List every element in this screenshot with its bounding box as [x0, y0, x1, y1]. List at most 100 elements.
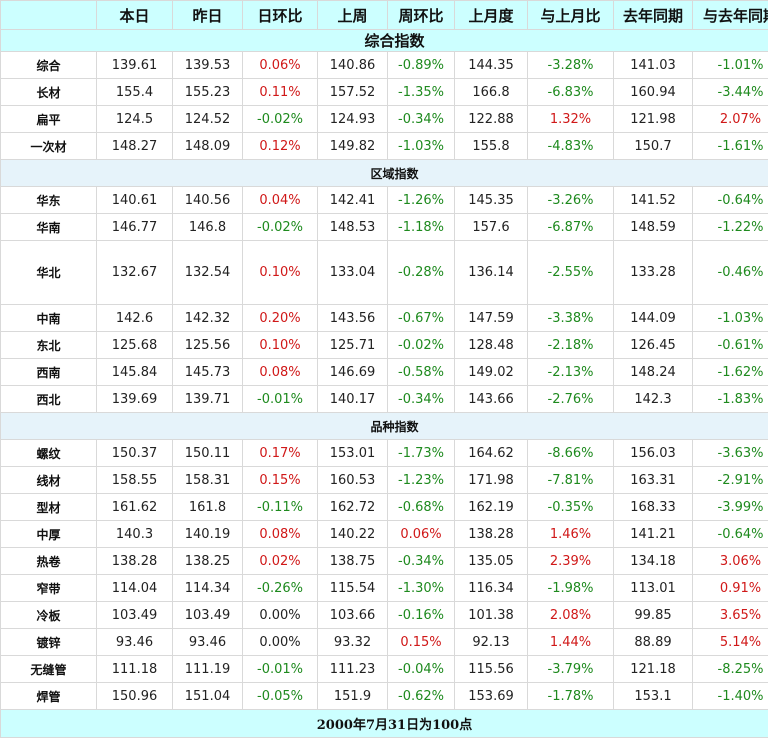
cell-today: 124.5 — [96, 105, 173, 133]
cell-year-change: 3.65% — [692, 601, 768, 629]
cell-day-change: 0.17% — [242, 439, 318, 467]
cell-last-month: 115.56 — [454, 655, 528, 683]
cell-last-year: 160.94 — [613, 78, 693, 106]
cell-week-change: -1.18% — [387, 213, 455, 241]
cell-week-change: -0.58% — [387, 358, 455, 386]
table-row: 中厚 140.3 140.19 0.08% 140.22 0.06% 138.28 1.46%… — [0, 520, 768, 548]
cell-yesterday: 93.46 — [172, 628, 243, 656]
cell-name: 华南 — [0, 213, 97, 241]
cell-name: 扁平 — [0, 105, 97, 133]
cell-yesterday: 155.23 — [172, 78, 243, 106]
cell-last-year: 156.03 — [613, 439, 693, 467]
cell-last-week: 143.56 — [317, 304, 388, 332]
column-header-month-change: 与上月比 — [527, 0, 614, 30]
cell-yesterday: 114.34 — [172, 574, 243, 602]
cell-year-change: -0.61% — [692, 331, 768, 359]
cell-last-week: 153.01 — [317, 439, 388, 467]
cell-month-change: -2.55% — [527, 240, 614, 305]
cell-day-change: 0.11% — [242, 78, 318, 106]
cell-week-change: 0.15% — [387, 628, 455, 656]
section-title-row: 品种指数 — [0, 412, 768, 440]
cell-month-change: 2.08% — [527, 601, 614, 629]
cell-day-change: -0.02% — [242, 213, 318, 241]
cell-yesterday: 140.56 — [172, 186, 243, 214]
cell-week-change: -0.34% — [387, 547, 455, 575]
cell-today: 142.6 — [96, 304, 173, 332]
cell-year-change: -1.22% — [692, 213, 768, 241]
cell-year-change: -1.40% — [692, 682, 768, 710]
table-row: 长材 155.4 155.23 0.11% 157.52 -1.35% 166.8 -6.83… — [0, 78, 768, 106]
cell-last-month: 122.88 — [454, 105, 528, 133]
cell-week-change: -0.02% — [387, 331, 455, 359]
cell-week-change: -0.62% — [387, 682, 455, 710]
cell-year-change: 0.91% — [692, 574, 768, 602]
section-title-row: 区域指数 — [0, 159, 768, 187]
cell-last-week: 140.17 — [317, 385, 388, 413]
cell-today: 146.77 — [96, 213, 173, 241]
cell-week-change: -0.28% — [387, 240, 455, 305]
table-row: 热卷 138.28 138.25 0.02% 138.75 -0.34% 135.05 2.3… — [0, 547, 768, 575]
cell-last-month: 145.35 — [454, 186, 528, 214]
cell-last-year: 148.24 — [613, 358, 693, 386]
column-header-week-change: 周环比 — [387, 0, 455, 30]
cell-last-year: 153.1 — [613, 682, 693, 710]
cell-last-year: 144.09 — [613, 304, 693, 332]
cell-week-change: -1.73% — [387, 439, 455, 467]
cell-last-year: 113.01 — [613, 574, 693, 602]
cell-day-change: 0.15% — [242, 466, 318, 494]
column-header-year-change: 与去年同期 — [692, 0, 768, 30]
cell-today: 103.49 — [96, 601, 173, 629]
table-row: 窄带 114.04 114.34 -0.26% 115.54 -1.30% 116.34 -1… — [0, 574, 768, 602]
cell-today: 150.37 — [96, 439, 173, 467]
cell-last-month: 135.05 — [454, 547, 528, 575]
cell-month-change: -4.83% — [527, 132, 614, 160]
cell-day-change: -0.01% — [242, 655, 318, 683]
cell-month-change: 1.32% — [527, 105, 614, 133]
cell-name: 热卷 — [0, 547, 97, 575]
cell-year-change: 2.07% — [692, 105, 768, 133]
table-row: 华北 132.67 132.54 0.10% 133.04 -0.28% 136.14 -2.… — [0, 240, 768, 305]
cell-week-change: -0.34% — [387, 385, 455, 413]
cell-last-year: 133.28 — [613, 240, 693, 305]
cell-week-change: 0.06% — [387, 520, 455, 548]
footer-note: 2000年7月31日为100点 — [0, 709, 768, 738]
table-row: 无缝管 111.18 111.19 -0.01% 111.23 -0.04% 115.56-… — [0, 655, 768, 683]
section-title-row: 综合指数 — [0, 29, 768, 52]
cell-yesterday: 146.8 — [172, 213, 243, 241]
table-row: 综合 139.61 139.53 0.06% 140.86 -0.89% 144.35 -3.… — [0, 51, 768, 79]
cell-year-change: -0.64% — [692, 186, 768, 214]
column-header-day-change: 日环比 — [242, 0, 318, 30]
cell-month-change: 1.44% — [527, 628, 614, 656]
cell-year-change: -3.63% — [692, 439, 768, 467]
cell-yesterday: 138.25 — [172, 547, 243, 575]
cell-last-year: 150.7 — [613, 132, 693, 160]
cell-week-change: -1.26% — [387, 186, 455, 214]
cell-last-week: 133.04 — [317, 240, 388, 305]
cell-day-change: 0.10% — [242, 331, 318, 359]
cell-last-month: 155.8 — [454, 132, 528, 160]
cell-name: 华东 — [0, 186, 97, 214]
cell-today: 138.28 — [96, 547, 173, 575]
section-title: 区域指数 — [0, 159, 768, 187]
cell-month-change: -8.66% — [527, 439, 614, 467]
cell-last-week: 148.53 — [317, 213, 388, 241]
cell-last-month: 164.62 — [454, 439, 528, 467]
cell-yesterday: 132.54 — [172, 240, 243, 305]
cell-month-change: 2.39% — [527, 547, 614, 575]
cell-month-change: -3.28% — [527, 51, 614, 79]
cell-name: 窄带 — [0, 574, 97, 602]
cell-last-week: 157.52 — [317, 78, 388, 106]
cell-last-month: 166.8 — [454, 78, 528, 106]
cell-month-change: -2.76% — [527, 385, 614, 413]
table-row: 华东 140.61 140.56 0.04% 142.41 -1.26% 145.35 -3.… — [0, 186, 768, 214]
cell-last-week: 115.54 — [317, 574, 388, 602]
cell-last-week: 146.69 — [317, 358, 388, 386]
cell-yesterday: 139.53 — [172, 51, 243, 79]
column-header-last-month: 上月度 — [454, 0, 528, 30]
cell-today: 93.46 — [96, 628, 173, 656]
cell-last-week: 140.86 — [317, 51, 388, 79]
cell-yesterday: 158.31 — [172, 466, 243, 494]
cell-yesterday: 151.04 — [172, 682, 243, 710]
cell-day-change: 0.20% — [242, 304, 318, 332]
